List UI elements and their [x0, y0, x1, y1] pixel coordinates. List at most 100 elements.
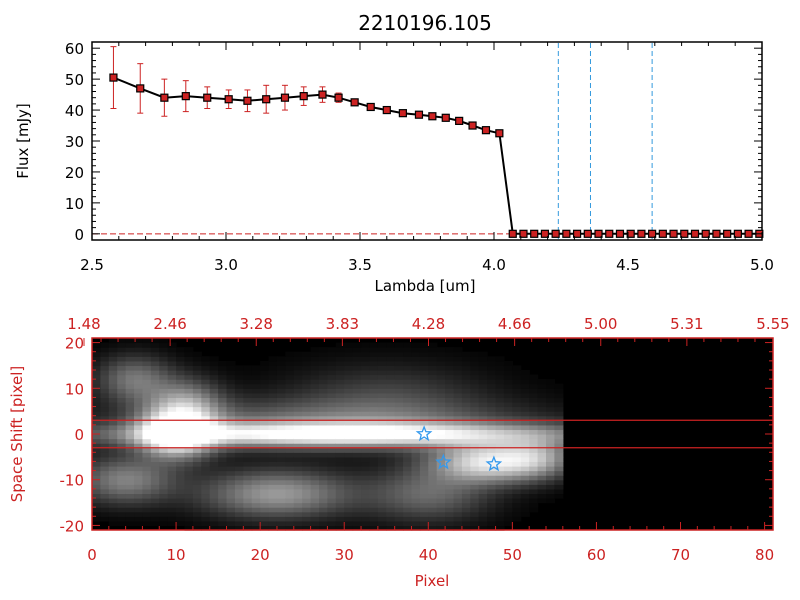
heatmap-cell [411, 429, 421, 435]
heatmap-cell [361, 516, 371, 522]
heatmap-cell [117, 429, 127, 435]
heatmap-cell [125, 452, 135, 458]
heatmap-cell [201, 370, 211, 376]
heatmap-cell [276, 365, 286, 371]
heatmap-cell [243, 379, 253, 385]
heatmap-cell [142, 466, 152, 472]
heatmap-cell [159, 438, 169, 444]
heatmap-cell [192, 498, 202, 504]
y-axis-label: Flux [mJy] [14, 103, 32, 179]
heatmap-cell [344, 429, 354, 435]
heatmap-cell [495, 502, 505, 508]
heatmap-cell [268, 411, 278, 417]
heatmap-cell [377, 493, 387, 499]
heatmap-cell [310, 525, 320, 531]
heatmap-cell [419, 347, 429, 353]
data-point [181, 92, 190, 101]
heatmap-cell [369, 434, 379, 440]
heatmap-cell [554, 397, 564, 403]
source-markers [415, 425, 503, 472]
heatmap-cell [276, 397, 286, 403]
heatmap-cell [226, 434, 236, 440]
heatmap-cell [403, 420, 413, 426]
heatmap-cell [176, 466, 186, 472]
heatmap-cell [411, 415, 421, 421]
heatmap-cell [150, 456, 160, 463]
heatmap-cell [453, 502, 463, 508]
heatmap-cell [503, 370, 513, 376]
heatmap-cell [201, 415, 211, 421]
heatmap-cell [260, 479, 270, 485]
heatmap-cell [142, 379, 152, 385]
heatmap-cell [319, 484, 329, 490]
heatmap-cell [184, 424, 194, 431]
heatmap-cell [108, 520, 118, 527]
heatmap-cell [478, 488, 488, 495]
x-tick-label: 2.5 [80, 256, 104, 274]
heatmap-cell [419, 411, 429, 417]
heatmap-cell [176, 502, 186, 508]
heatmap-cell [377, 507, 387, 513]
heatmap-cell [150, 338, 160, 344]
heatmap-cell [293, 502, 303, 508]
data-point [243, 96, 252, 105]
heatmap-cell [529, 461, 539, 467]
heatmap-cell [335, 461, 345, 467]
heatmap-cell [386, 461, 396, 467]
heatmap-cell [386, 456, 396, 463]
heatmap-cell [125, 456, 135, 463]
heatmap-cell [226, 438, 236, 444]
y-tick-label: 40 [65, 102, 84, 120]
heatmap-cell [201, 388, 211, 394]
data-point [701, 229, 710, 238]
heatmap-cell [470, 365, 480, 371]
heatmap-cell [369, 461, 379, 467]
heatmap-cell [192, 356, 202, 362]
heatmap-cell [436, 520, 446, 527]
heatmap-cell [554, 429, 564, 435]
heatmap-cell [403, 347, 413, 353]
heatmap-cell [369, 488, 379, 495]
heatmap-cell [218, 434, 228, 440]
top-tick-label: 4.28 [412, 315, 445, 333]
heatmap-cell [478, 388, 488, 394]
heatmap-cell [537, 466, 547, 472]
heatmap-cell [335, 475, 345, 481]
heatmap-cell [487, 443, 497, 449]
heatmap-cell [285, 370, 295, 376]
heatmap-cell [150, 365, 160, 371]
heatmap-cell [293, 511, 303, 517]
heatmap-cell [319, 370, 329, 376]
heatmap-cell [495, 466, 505, 472]
heatmap-cell [327, 379, 337, 385]
heatmap-cell [344, 397, 354, 403]
data-point [318, 90, 327, 99]
heatmap-cell [201, 461, 211, 467]
heatmap-cell [260, 424, 270, 431]
heatmap-cell [478, 475, 488, 481]
heatmap-cell [352, 447, 362, 453]
heatmap-cell [377, 511, 387, 517]
heatmap-cell [117, 434, 127, 440]
heatmap-cell [192, 438, 202, 444]
heatmap-cell [495, 397, 505, 403]
heatmap-cell [478, 365, 488, 371]
heatmap-cell [335, 429, 345, 435]
heatmap-cell [285, 498, 295, 504]
heatmap-cell [403, 498, 413, 504]
heatmap-cell [184, 443, 194, 449]
heatmap-cell [352, 397, 362, 403]
heatmap-cell [335, 520, 345, 527]
heatmap-cell [260, 470, 270, 476]
heatmap-cell [445, 351, 455, 357]
heatmap-cell [352, 365, 362, 371]
heatmap-cell [243, 488, 253, 495]
heatmap-cell [142, 511, 152, 517]
heatmap-cell [167, 383, 177, 389]
heatmap-cell [226, 415, 236, 421]
heatmap-cell [453, 388, 463, 394]
heatmap-cell [529, 484, 539, 490]
heatmap-cell [218, 466, 228, 472]
heatmap-cell [537, 392, 547, 399]
